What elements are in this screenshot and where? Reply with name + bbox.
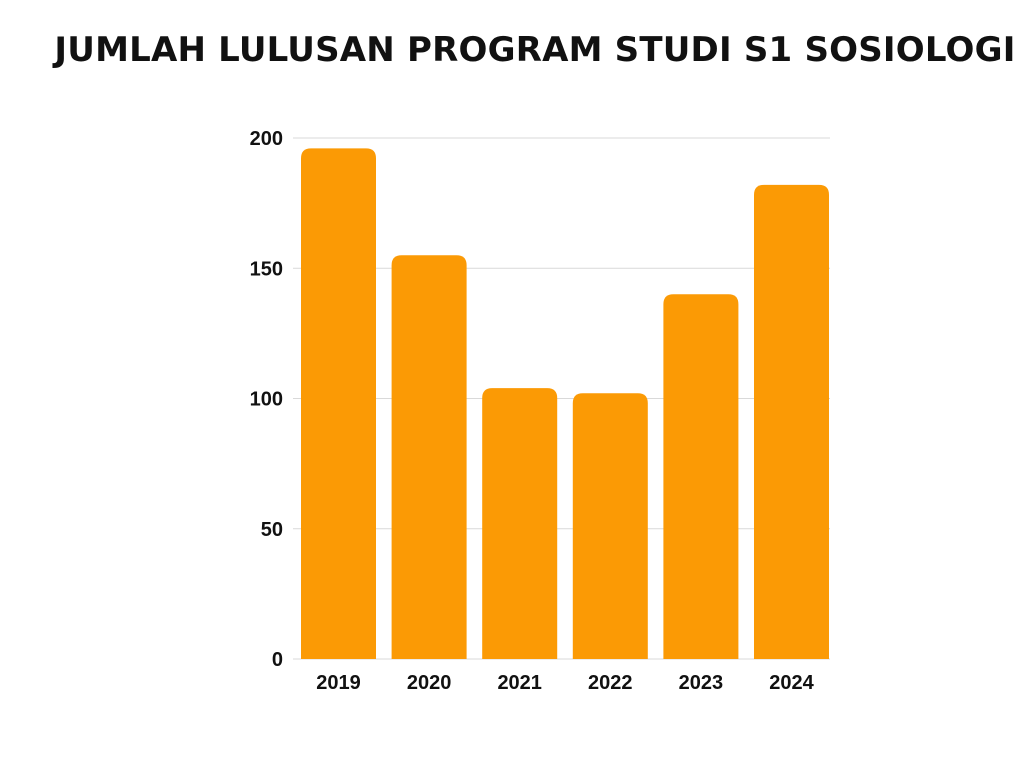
x-tick-label: 2023 — [679, 672, 724, 694]
x-tick-label: 2022 — [588, 672, 633, 694]
y-tick-label: 100 — [250, 389, 283, 411]
y-tick-label: 200 — [250, 128, 283, 150]
x-tick-label: 2024 — [769, 672, 814, 694]
y-tick-label: 50 — [261, 519, 283, 541]
x-tick-label: 2019 — [316, 672, 361, 694]
chart-title: JUMLAH LULUSAN PROGRAM STUDI S1 SOSIOLOG… — [54, 30, 1016, 70]
y-tick-label: 0 — [272, 649, 283, 671]
gridlines — [293, 137, 830, 660]
x-tick-label: 2021 — [497, 672, 542, 694]
x-tick-label: 2020 — [407, 672, 452, 694]
y-tick-label: 150 — [250, 258, 283, 280]
bar-2022 — [572, 393, 648, 659]
bar-2020 — [391, 255, 467, 659]
bar-2023 — [663, 294, 739, 659]
bar-2019 — [301, 148, 376, 660]
y-axis-ticks: 0 50 100 150 200 — [250, 128, 283, 671]
bars — [301, 148, 829, 660]
bar-2021 — [482, 388, 558, 659]
bar-2024 — [754, 184, 829, 659]
x-axis-ticks: 2019 2020 2021 2022 2023 2024 — [316, 672, 814, 694]
